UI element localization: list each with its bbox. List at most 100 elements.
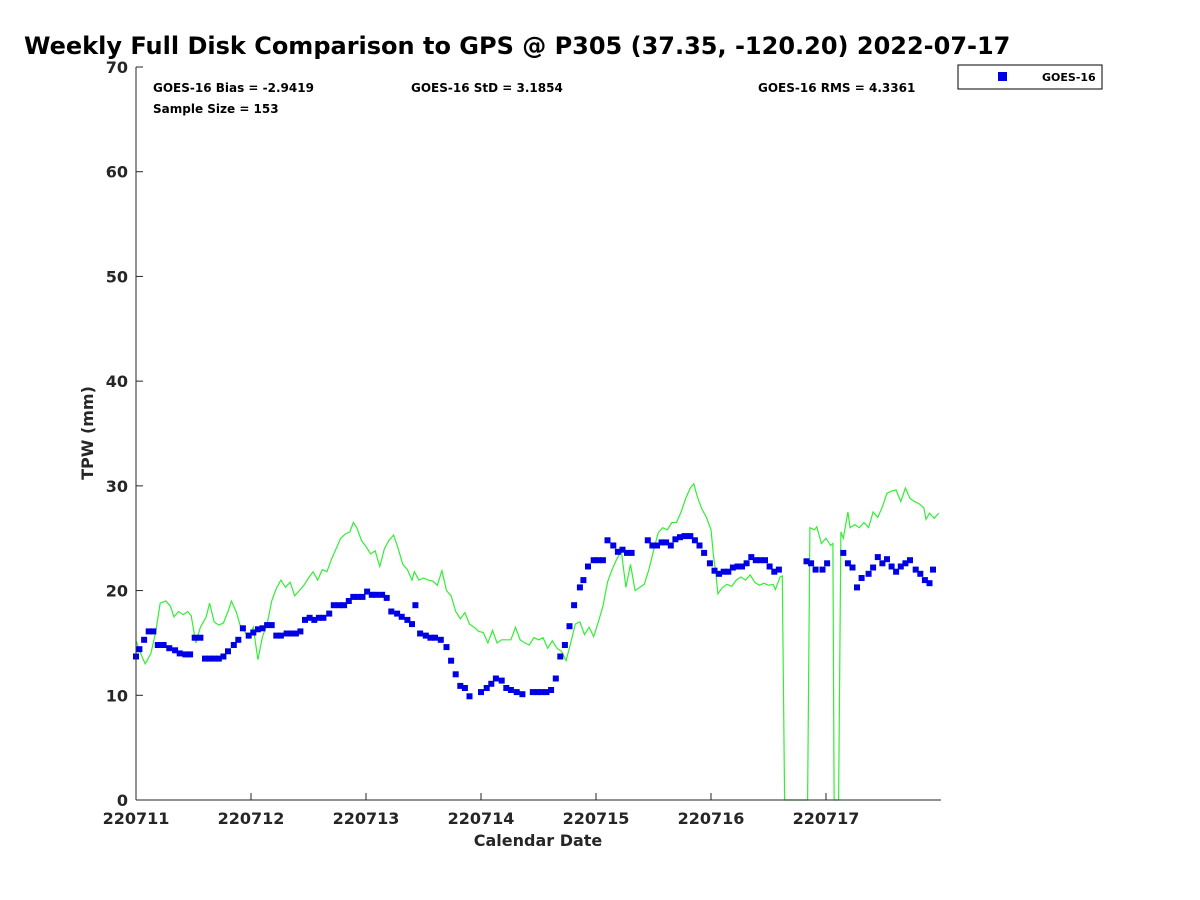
goes16-data-point bbox=[725, 568, 732, 575]
sample-size-stat: Sample Size = 153 bbox=[153, 102, 279, 116]
x-tick-label: 220715 bbox=[563, 809, 630, 828]
goes16-data-point bbox=[202, 655, 208, 662]
goes16-data-point bbox=[478, 689, 484, 696]
goes16-data-point bbox=[720, 568, 727, 575]
goes16-data-point bbox=[865, 570, 872, 577]
goes16-data-point bbox=[388, 608, 395, 615]
goes16-data-point bbox=[706, 560, 713, 567]
legend-label-goes16: GOES-16 bbox=[1042, 71, 1096, 84]
goes16-data-point bbox=[507, 687, 514, 693]
goes16-data-point bbox=[739, 563, 745, 570]
goes16-data-point bbox=[819, 566, 826, 573]
goes16-data-point bbox=[398, 613, 405, 620]
goes16-data-point bbox=[417, 630, 424, 637]
goes16-data-point bbox=[383, 594, 390, 601]
goes16-data-point bbox=[576, 584, 583, 591]
goes16-data-point bbox=[409, 621, 415, 628]
chart-title: Weekly Full Disk Comparison to GPS @ P30… bbox=[24, 32, 1010, 60]
goes16-data-point bbox=[461, 685, 468, 691]
goes16-data-point bbox=[716, 570, 723, 577]
goes16-data-point bbox=[354, 593, 361, 600]
goes16-data-point bbox=[844, 560, 851, 567]
x-tick-label: 220713 bbox=[333, 809, 400, 828]
goes16-data-point bbox=[160, 642, 167, 648]
goes16-data-point bbox=[498, 677, 505, 684]
goes16-data-point bbox=[870, 564, 877, 571]
y-tick-label: 20 bbox=[106, 582, 128, 601]
goes16-data-point bbox=[672, 536, 679, 543]
goes16-data-point bbox=[748, 554, 755, 561]
goes16-data-point bbox=[503, 685, 510, 691]
goes16-data-point bbox=[529, 689, 536, 696]
goes16-data-point bbox=[907, 557, 913, 564]
goes16-data-point bbox=[658, 539, 665, 546]
x-tick-label: 220714 bbox=[448, 809, 515, 828]
goes16-data-point bbox=[273, 632, 280, 639]
goes16-data-point bbox=[803, 558, 810, 565]
legend-box bbox=[957, 64, 1103, 90]
goes16-data-point bbox=[711, 567, 718, 574]
goes16-data-point bbox=[604, 537, 611, 544]
y-tick-label: 10 bbox=[106, 686, 128, 705]
goes16-data-point bbox=[220, 653, 227, 660]
goes16-data-point bbox=[483, 685, 490, 691]
goes16-data-point bbox=[681, 533, 688, 540]
goes16-data-point bbox=[888, 563, 895, 570]
goes16-data-point bbox=[230, 642, 237, 648]
goes16-data-point bbox=[571, 602, 578, 609]
axes-layer: 0 10 20 30 40 50 60 70 220711 220712 220713 220714 2… bbox=[103, 58, 941, 828]
gps-tpw-line bbox=[135, 482, 940, 801]
goes16-data-point bbox=[437, 636, 444, 643]
goes16-data-point bbox=[245, 632, 252, 639]
goes16-data-point bbox=[466, 693, 473, 700]
goes16-data-point bbox=[734, 563, 741, 570]
goes16-data-point bbox=[427, 634, 434, 641]
goes16-data-point bbox=[206, 655, 213, 662]
y-axis-label: TPW (mm) bbox=[78, 386, 97, 480]
goes16-data-point bbox=[930, 566, 936, 573]
goes16-data-point bbox=[552, 675, 559, 682]
goes16-data-point bbox=[687, 533, 694, 540]
goes16-data-point bbox=[610, 542, 617, 549]
x-tick-label: 220711 bbox=[103, 809, 170, 828]
goes16-data-point bbox=[373, 591, 380, 598]
goes16-data-point bbox=[154, 642, 161, 648]
goes16-data-point bbox=[359, 593, 366, 600]
goes16-data-point bbox=[412, 602, 419, 609]
goes16-data-point bbox=[457, 682, 464, 689]
goes16-data-point bbox=[912, 566, 919, 573]
legend-marker-goes16 bbox=[998, 72, 1007, 81]
goes16-data-point bbox=[191, 634, 198, 641]
goes16-data-point bbox=[557, 653, 564, 660]
goes16-data-point bbox=[197, 634, 204, 641]
goes16-data-point bbox=[268, 622, 275, 629]
x-tick-label: 220717 bbox=[793, 809, 860, 828]
goes16-data-point bbox=[239, 625, 246, 632]
goes16-data-point bbox=[350, 593, 357, 600]
goes16-data-point bbox=[561, 642, 568, 648]
goes16-data-point bbox=[585, 563, 591, 570]
goes16-data-point bbox=[422, 632, 429, 639]
goes16-data-point bbox=[858, 575, 865, 581]
goes16-data-point bbox=[254, 626, 261, 633]
goes16-data-point bbox=[677, 534, 683, 541]
goes16-data-point bbox=[628, 549, 635, 556]
goes16-data-point bbox=[250, 629, 257, 636]
goes16-data-point bbox=[534, 689, 541, 696]
goes16-data-point bbox=[548, 687, 555, 693]
goes16-data-point bbox=[176, 650, 183, 657]
y-tick-label: 70 bbox=[106, 58, 128, 77]
goes16-data-point bbox=[762, 557, 768, 564]
goes16-data-point bbox=[452, 671, 459, 678]
goes16-data-point bbox=[379, 591, 386, 598]
goes16-data-point bbox=[448, 657, 455, 664]
goes16-data-point bbox=[288, 630, 295, 637]
goes16-data-point bbox=[259, 625, 266, 632]
goes16-data-point bbox=[302, 616, 308, 623]
goes16-data-point bbox=[884, 556, 890, 563]
goes16-data-point bbox=[812, 566, 819, 573]
goes16-data-point bbox=[145, 628, 152, 635]
goes16-data-point bbox=[566, 623, 573, 630]
goes16-data-point bbox=[595, 557, 602, 564]
goes16-data-point bbox=[808, 560, 815, 567]
